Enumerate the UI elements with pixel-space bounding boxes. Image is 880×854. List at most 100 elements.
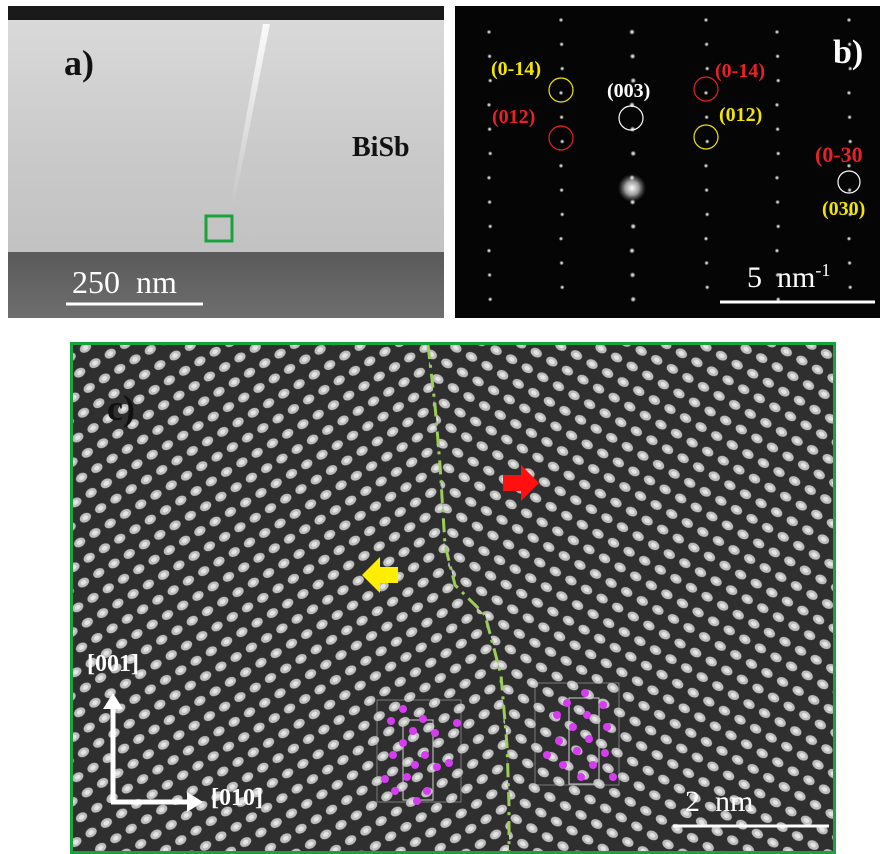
- panel-c-label: c): [107, 388, 135, 428]
- diffraction-spot: [486, 248, 492, 254]
- diffraction-spot: [774, 102, 780, 108]
- diffraction-spot: [629, 29, 635, 35]
- diffraction-spot: [704, 139, 710, 144]
- panel-a-bisb-film: [8, 20, 444, 252]
- atom-marker: [583, 711, 591, 719]
- atom-marker: [609, 773, 617, 781]
- panel-b-graphic: [486, 17, 875, 304]
- diffraction-spot: [846, 17, 852, 23]
- diffraction-spot: [559, 284, 565, 290]
- panel-b-ring-003: [618, 105, 644, 131]
- panel-b-central-beam: [618, 174, 646, 202]
- atom-marker: [389, 751, 397, 759]
- diffraction-spot: [629, 247, 635, 254]
- panel-a-scale-label: 250 nm: [72, 264, 177, 300]
- panel-b-ring-012-right: [693, 124, 719, 150]
- panel-b-spot-label: (0-14): [491, 58, 541, 80]
- diffraction-spot: [487, 272, 492, 278]
- diffraction-spot: [704, 114, 709, 120]
- diffraction-spot: [559, 212, 565, 217]
- diffraction-spot: [487, 199, 492, 205]
- diffraction-spot: [775, 78, 781, 83]
- diffraction-spot: [847, 187, 852, 193]
- diffraction-spot: [630, 77, 637, 84]
- diffraction-spot: [704, 284, 710, 290]
- diffraction-spot: [558, 90, 564, 96]
- diffraction-spot: [630, 150, 637, 157]
- diffraction-spot: [847, 139, 853, 144]
- diffraction-spot: [846, 163, 852, 169]
- panel-b-spot-label: (012): [492, 106, 536, 128]
- diffraction-spot: [847, 212, 853, 217]
- atom-marker: [573, 747, 581, 755]
- diffraction-spot: [847, 114, 852, 120]
- atom-marker: [577, 773, 585, 781]
- diffraction-spot: [558, 236, 564, 242]
- panel-b-spot-label: (0-14): [715, 60, 765, 82]
- atom-marker: [387, 717, 395, 725]
- panel-b-scale-superscript: -1: [815, 260, 831, 280]
- diffraction-spot: [846, 90, 852, 96]
- atom-marker: [585, 735, 593, 743]
- diffraction-spot: [704, 66, 710, 71]
- panel-b-scale-text: 5 nm: [747, 261, 816, 294]
- diffraction-spot: [559, 41, 564, 47]
- diffraction-spot: [775, 126, 780, 132]
- diffraction-spot: [486, 175, 492, 181]
- diffraction-spot: [704, 187, 709, 193]
- atom-marker: [581, 689, 589, 697]
- panel-b-scale-label: 5 nm-1: [747, 260, 830, 295]
- panel-c-hrtem-image: c) [001] [010] 2 nm: [70, 342, 836, 854]
- atom-marker: [559, 761, 567, 769]
- atom-marker: [445, 759, 453, 767]
- panel-a-substrate: [8, 252, 444, 318]
- panel-b-spots: [486, 17, 853, 303]
- diffraction-spot: [630, 223, 637, 230]
- atom-marker: [543, 751, 551, 759]
- diffraction-spot: [487, 126, 492, 132]
- diffraction-spot: [629, 126, 636, 133]
- panel-c-red-arrow: [503, 465, 539, 501]
- atom-marker: [409, 727, 417, 735]
- atom-marker: [391, 787, 399, 795]
- diffraction-spot: [559, 260, 564, 266]
- diffraction-spot: [559, 66, 565, 71]
- diffraction-spot: [774, 29, 780, 35]
- atom-marker: [601, 749, 609, 757]
- diffraction-spot: [703, 90, 709, 96]
- atom-marker: [553, 711, 561, 719]
- diffraction-spot: [847, 66, 853, 71]
- panel-b-spot-label: (012): [719, 104, 763, 126]
- panel-a-roi-box: [204, 214, 234, 243]
- diffraction-spot: [558, 17, 564, 23]
- atom-marker: [381, 775, 389, 783]
- panel-b-spot-label: (030): [822, 198, 866, 220]
- diffraction-spot: [559, 187, 564, 193]
- diffraction-spot: [774, 248, 780, 254]
- diffraction-spot: [847, 284, 853, 290]
- panel-a-grain-boundary-streak: [230, 24, 270, 206]
- diffraction-spot: [486, 102, 492, 108]
- panel-b-spot-label: (0-30: [815, 142, 863, 167]
- atom-marker: [399, 705, 407, 713]
- panel-c-axis-horizontal-arrowhead: [187, 792, 203, 812]
- panel-b-ring-012-left: [548, 125, 574, 151]
- panel-c-axis-vertical-arrowhead: [103, 693, 123, 709]
- panel-c-grain-boundary-line: [426, 345, 511, 851]
- atom-marker: [603, 723, 611, 731]
- diffraction-spot: [629, 272, 636, 278]
- diffraction-spot: [775, 272, 780, 278]
- diffraction-spot: [487, 296, 493, 302]
- atom-marker: [563, 699, 571, 707]
- diffraction-spot: [487, 53, 492, 59]
- atom-marker: [403, 773, 411, 781]
- diffraction-spot: [846, 236, 852, 242]
- diffraction-spot: [704, 212, 710, 217]
- diffraction-spot: [487, 151, 493, 156]
- panel-a-graphic: [8, 6, 444, 318]
- diffraction-spot: [629, 53, 636, 60]
- atom-marker: [569, 723, 577, 731]
- atom-marker: [431, 729, 439, 737]
- atom-marker: [433, 763, 441, 771]
- atom-marker: [413, 797, 421, 805]
